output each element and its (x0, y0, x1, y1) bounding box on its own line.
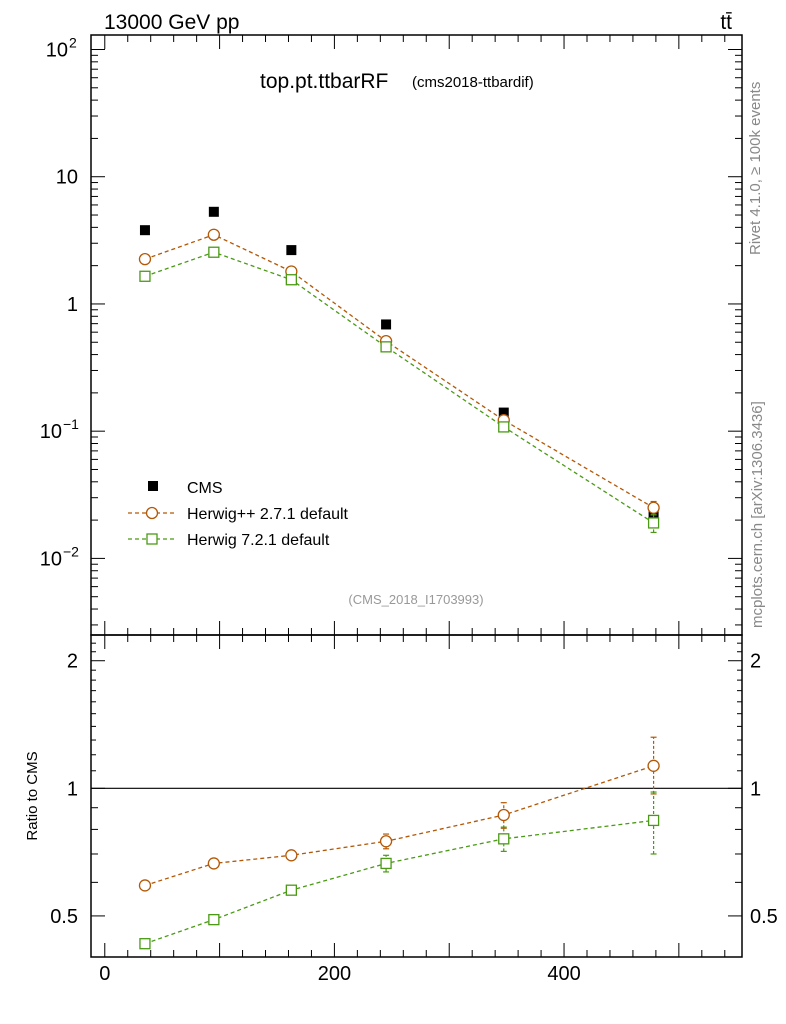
data-point (208, 206, 219, 217)
mcplots-label: mcplots.cern.ch [arXiv:1306.3436] (749, 401, 766, 628)
legend-label-cms: CMS (187, 480, 223, 497)
y-tick-label: 10 (56, 167, 78, 189)
legend-marker-herwigpp (145, 506, 159, 520)
chart-subtitle: (cms2018-ttbardif) (412, 74, 534, 91)
x-tick-label: 0 (99, 963, 110, 985)
data-point (139, 225, 150, 236)
data-point (498, 833, 510, 845)
data-point (286, 245, 297, 256)
ratio-y-tick-label-right: 1 (750, 778, 761, 800)
data-point (138, 252, 152, 266)
data-point (381, 319, 392, 330)
data-point (380, 857, 392, 870)
data-point (647, 501, 660, 514)
data-point (380, 341, 392, 353)
chart-title: top.pt.ttbarRF (260, 70, 388, 93)
data-point (498, 421, 510, 433)
data-point (139, 270, 151, 282)
ratio-axis-ticks: 0 200 400 0.5 0.5 1 1 2 2 (50, 635, 778, 985)
y-tick-label-exponent: 2 (69, 34, 77, 50)
y-tick-label: 10 (46, 39, 68, 61)
legend-marker-herwig7 (146, 533, 158, 545)
y-tick-label: 1 (67, 294, 78, 316)
data-point (285, 884, 298, 896)
data-point (139, 938, 151, 950)
process-label: tt̄ (720, 11, 732, 34)
x-tick-label: 200 (318, 963, 351, 985)
data-point (207, 228, 221, 241)
ratio-y-tick-label-right: 2 (750, 651, 761, 673)
data-point (207, 857, 221, 870)
main-series-group (138, 206, 660, 534)
legend-marker-cms (148, 481, 158, 491)
data-point (138, 879, 152, 892)
legend-label-herwig7: Herwig 7.2.1 default (187, 532, 330, 549)
x-tick-label: 400 (547, 963, 580, 985)
data-point (285, 274, 298, 286)
ratio-y-tick-label: 0.5 (50, 906, 78, 928)
series-line-1 (144, 819, 654, 945)
data-point (208, 246, 220, 258)
ratio-y-tick-label-right: 0.5 (750, 906, 778, 928)
data-point (208, 913, 220, 926)
legend-label-herwigpp: Herwig++ 2.7.1 default (187, 506, 349, 523)
ratio-series-group (138, 736, 660, 950)
data-point (647, 814, 660, 827)
data-point (498, 407, 509, 418)
data-point (285, 849, 298, 862)
ratio-frame (90, 634, 743, 958)
energy-label: 13000 GeV pp (104, 11, 239, 34)
analysis-watermark: (CMS_2018_I1703993) (348, 592, 483, 607)
legend: CMS Herwig++ 2.7.1 default Herwig 7.2.1 … (128, 480, 349, 549)
data-point (497, 808, 510, 822)
y-tick-label: 10 (40, 548, 62, 570)
y-tick-label: 10 (40, 421, 62, 443)
ratio-y-tick-label: 2 (67, 651, 78, 673)
data-point (647, 517, 660, 529)
ratio-y-tick-label: 1 (67, 778, 78, 800)
y-tick-label-exponent: −2 (63, 543, 79, 559)
series-line-2 (144, 251, 654, 524)
y-tick-label-exponent: −1 (63, 416, 79, 432)
series-line-1 (144, 234, 654, 509)
data-point (647, 759, 660, 772)
ratio-ylabel: Ratio to CMS (24, 751, 41, 840)
data-point (379, 835, 393, 848)
rivet-label: Rivet 4.1.0, ≥ 100k events (747, 82, 764, 255)
series-line-0 (144, 765, 654, 887)
